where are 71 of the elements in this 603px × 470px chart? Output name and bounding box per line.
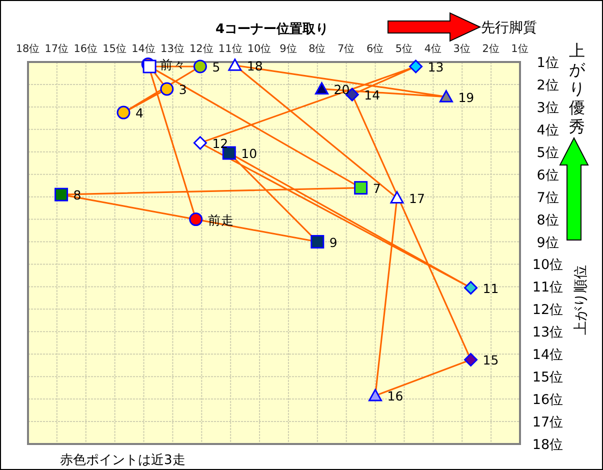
x-tick-label: 13位 bbox=[160, 43, 185, 55]
annotation: 16 bbox=[387, 388, 404, 404]
x-tick-label: 2位 bbox=[482, 43, 500, 55]
y-tick-label: 2位 bbox=[536, 77, 560, 94]
text: 上がり優秀 bbox=[569, 41, 586, 136]
x-tick-label: 9位 bbox=[280, 43, 298, 55]
x-tick-label: 1位 bbox=[511, 43, 529, 55]
y-tick-label: 3位 bbox=[536, 100, 560, 116]
text: 赤色ポイントは近3走 bbox=[60, 453, 186, 468]
x-tick-label: 6位 bbox=[366, 43, 384, 55]
annotation: 15 bbox=[482, 352, 499, 368]
point bbox=[228, 58, 242, 71]
x-tick-label: 4位 bbox=[424, 43, 442, 55]
annotation: 19 bbox=[458, 90, 474, 105]
annotation: 17 bbox=[409, 190, 425, 206]
text: 先行脚質 bbox=[481, 20, 537, 36]
point bbox=[464, 352, 478, 366]
point bbox=[116, 106, 130, 120]
x-tick-label: 3位 bbox=[453, 43, 471, 55]
y-tick-label: 13位 bbox=[532, 324, 564, 341]
x-tick-label: 5位 bbox=[395, 43, 414, 55]
y-tick-label: 8位 bbox=[536, 212, 560, 228]
x-tick-label: 10位 bbox=[247, 43, 272, 55]
x-tick-label: 14位 bbox=[132, 43, 156, 55]
x-tick-label: 11位 bbox=[218, 43, 243, 55]
point bbox=[354, 181, 368, 195]
annotation: 9 bbox=[329, 234, 338, 250]
y-tick-label: 18位 bbox=[532, 437, 564, 453]
point bbox=[54, 188, 68, 202]
x-tick-label: 18位 bbox=[16, 43, 40, 55]
point bbox=[315, 82, 329, 95]
x-tick-label: 12位 bbox=[189, 43, 214, 55]
x-tick-label: 15位 bbox=[102, 43, 128, 55]
point bbox=[464, 281, 478, 295]
point bbox=[439, 90, 453, 102]
y-tick-label: 14位 bbox=[532, 347, 564, 364]
x-tick-label: 8位 bbox=[308, 43, 326, 55]
point bbox=[160, 82, 174, 96]
annotation: 7 bbox=[372, 180, 381, 196]
y-tick-label: 17位 bbox=[532, 414, 564, 431]
point bbox=[368, 388, 382, 402]
y-axis-title: 上がり順位 bbox=[573, 265, 589, 335]
annotation: 12 bbox=[212, 136, 228, 151]
y-tick-label: 12位 bbox=[532, 302, 564, 318]
y-tick-label: 1位 bbox=[536, 55, 560, 71]
x-tick-label: 16位 bbox=[74, 43, 98, 55]
x-tick-label: 7位 bbox=[338, 43, 356, 55]
annotation: 11 bbox=[482, 280, 499, 296]
point bbox=[222, 146, 236, 160]
annotation: 5 bbox=[212, 59, 220, 74]
point bbox=[390, 191, 404, 204]
point bbox=[189, 212, 203, 226]
y-tick-label: 5位 bbox=[536, 144, 560, 161]
annotation: 10 bbox=[241, 146, 258, 162]
x-tick-label: 17位 bbox=[44, 43, 70, 55]
annotation: 8 bbox=[73, 188, 82, 203]
y-tick-label: 4位 bbox=[536, 122, 560, 138]
y-tick-label: 11位 bbox=[532, 280, 564, 296]
y-tick-label: 15位 bbox=[532, 370, 564, 386]
annotation: 13 bbox=[428, 59, 444, 74]
y-tick-label: 16位 bbox=[532, 392, 564, 408]
y-tick-label: 9位 bbox=[536, 234, 560, 251]
point bbox=[310, 235, 324, 249]
annotation: 3 bbox=[178, 82, 187, 97]
y-tick-label: 10位 bbox=[532, 257, 564, 274]
x-axis-title: 4コーナー位置取り bbox=[215, 22, 329, 37]
point bbox=[409, 60, 423, 74]
annotation: 4 bbox=[136, 106, 144, 121]
y-tick-label: 7位 bbox=[536, 190, 560, 206]
point bbox=[193, 60, 207, 74]
y-tick-label: 6位 bbox=[536, 167, 560, 184]
